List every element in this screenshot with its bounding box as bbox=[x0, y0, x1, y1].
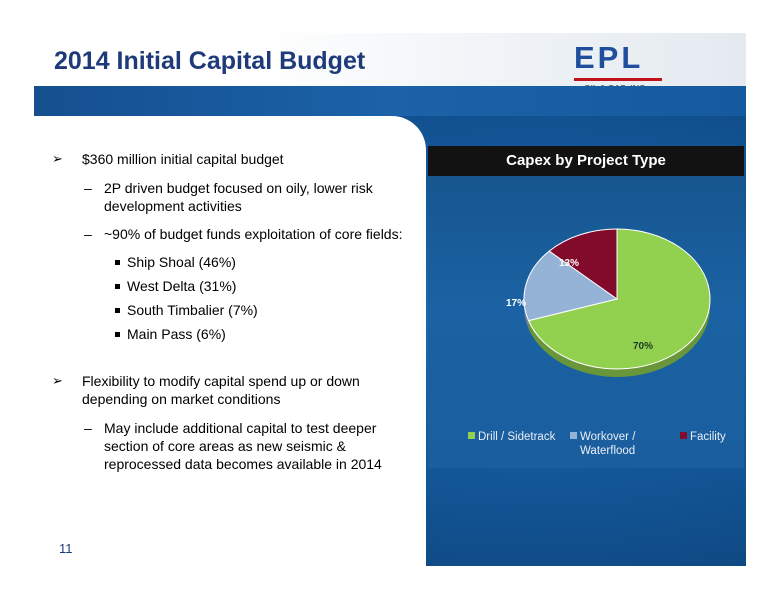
sub-bullet-3-line-2: section of core areas as new seismic & bbox=[104, 438, 346, 454]
legend-swatch bbox=[680, 432, 687, 439]
slide: 2014 Initial Capital Budget EPL OIL & GA… bbox=[34, 33, 746, 566]
field-item: West Delta (31%) bbox=[127, 278, 237, 294]
sub-bullet-1-line-2: development activities bbox=[104, 198, 242, 214]
bullet-2-line-2: depending on market conditions bbox=[82, 391, 281, 407]
pie-slice bbox=[548, 228, 618, 300]
sub-bullet-3-line-1: May include additional capital to test d… bbox=[104, 420, 377, 436]
dash-icon: – bbox=[84, 226, 92, 242]
square-bullet-icon bbox=[115, 332, 120, 337]
legend-label: Workover / bbox=[580, 431, 636, 443]
pie-data-label: 17% bbox=[506, 298, 526, 309]
header-band bbox=[34, 86, 746, 116]
sub-bullet-3-line-3: reprocessed data becomes available in 20… bbox=[104, 456, 382, 472]
square-bullet-icon bbox=[115, 260, 120, 265]
logo-underline bbox=[574, 78, 662, 81]
legend-swatch bbox=[468, 432, 475, 439]
chart-title: Capex by Project Type bbox=[506, 152, 666, 169]
square-bullet-icon bbox=[115, 308, 120, 313]
pie-slice bbox=[527, 228, 711, 370]
pie-chart-svg: 70% 17% 13% Drill / Sidetrack Workover / Wate… bbox=[468, 228, 726, 457]
arrow-bullet-icon: ➢ bbox=[52, 373, 63, 388]
pie-data-label: 70% bbox=[633, 341, 653, 352]
sub-bullet-2: ~90% of budget funds exploitation of cor… bbox=[104, 226, 403, 242]
legend-label: Drill / Sidetrack bbox=[478, 431, 556, 443]
logo-text: EPL bbox=[574, 40, 644, 75]
slide-title: 2014 Initial Capital Budget bbox=[54, 47, 366, 75]
pie-data-label: 13% bbox=[559, 258, 579, 269]
square-bullet-icon bbox=[115, 284, 120, 289]
arrow-bullet-icon: ➢ bbox=[52, 151, 63, 166]
content-panel bbox=[34, 116, 426, 566]
field-item: Ship Shoal (46%) bbox=[127, 254, 236, 270]
bullet-2-line-1: Flexibility to modify capital spend up o… bbox=[82, 373, 360, 389]
pie-chart: 70% 17% 13% Drill / Sidetrack Workover / Wate… bbox=[428, 176, 744, 468]
pie-slice-side bbox=[524, 299, 529, 329]
legend-swatch bbox=[570, 432, 577, 439]
pie-depth bbox=[524, 299, 710, 377]
bullet-1: $360 million initial capital budget bbox=[82, 151, 284, 167]
dash-icon: – bbox=[84, 180, 92, 196]
page-number: 11 bbox=[59, 541, 73, 556]
dash-icon: – bbox=[84, 420, 92, 436]
chart-header: Capex by Project Type bbox=[428, 146, 744, 176]
sub-bullet-1-line-1: 2P driven budget focused on oily, lower … bbox=[104, 180, 373, 196]
header: 2014 Initial Capital Budget EPL OIL & GA… bbox=[34, 33, 746, 93]
pie-slice bbox=[523, 250, 619, 322]
field-item: South Timbalier (7%) bbox=[127, 302, 258, 318]
legend-label: Facility bbox=[690, 431, 726, 443]
legend-label: Waterflood bbox=[580, 445, 635, 457]
field-item: Main Pass (6%) bbox=[127, 326, 226, 342]
